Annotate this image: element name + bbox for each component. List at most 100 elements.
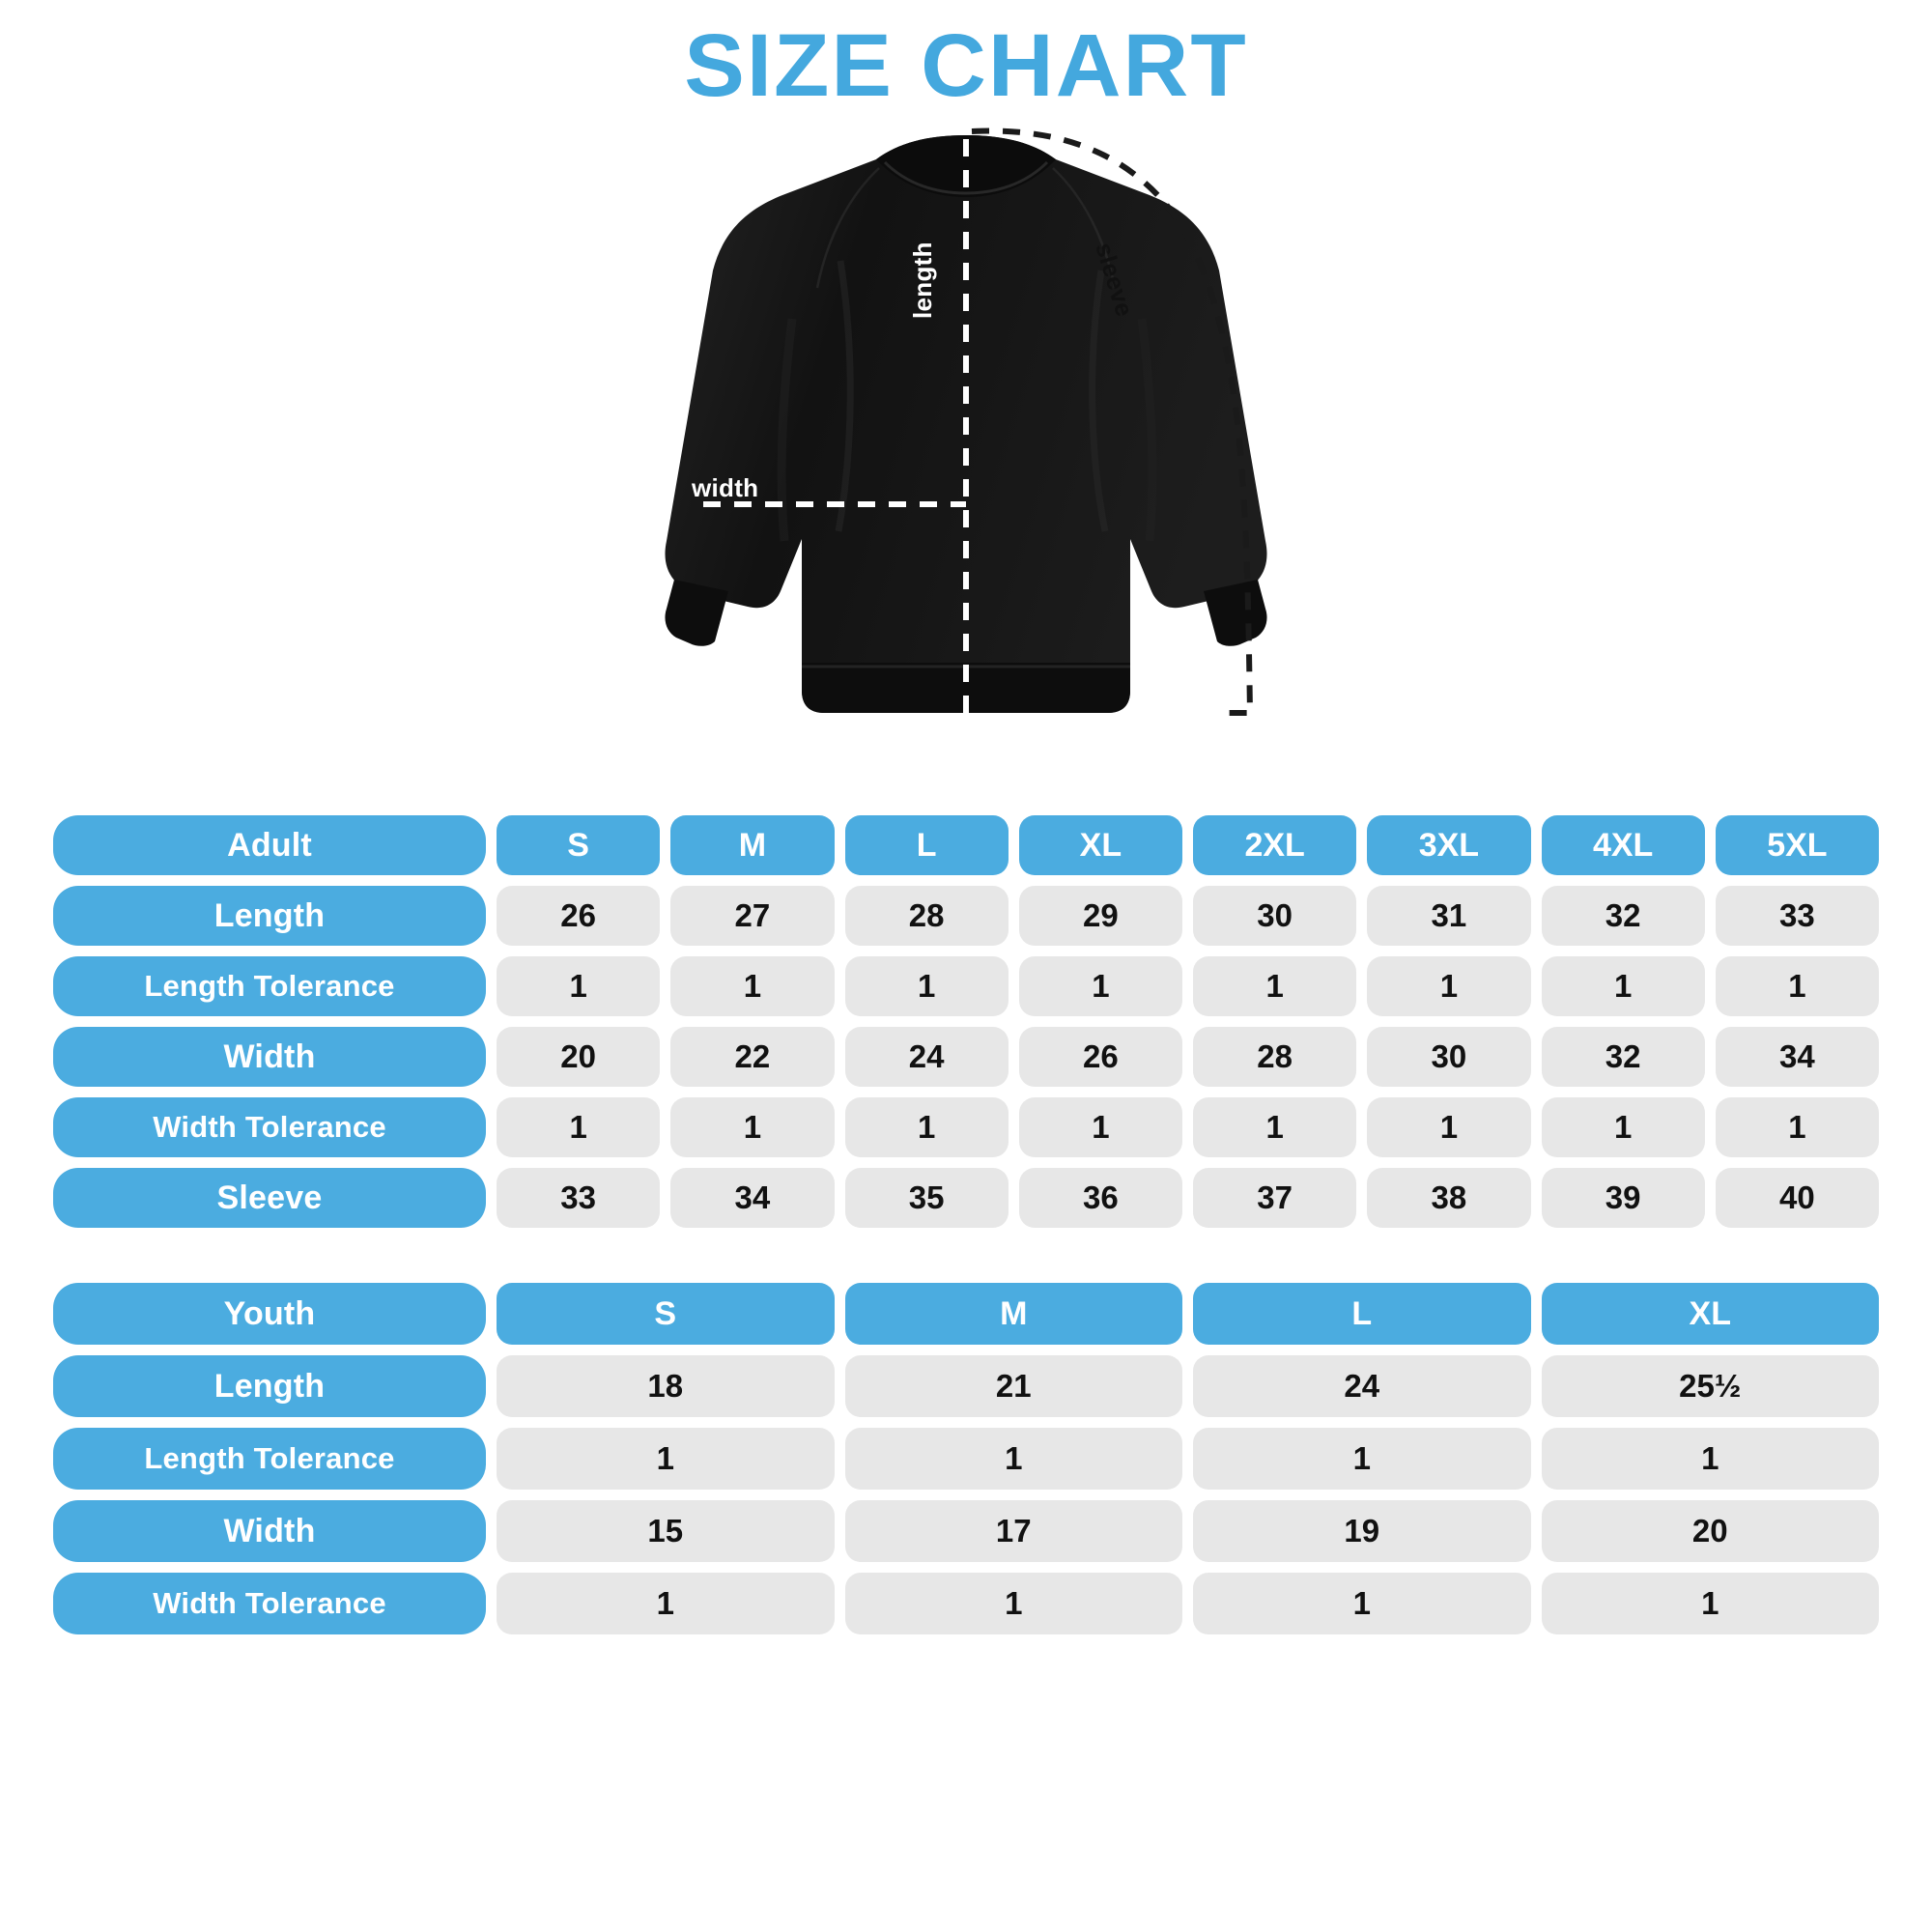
youth-size-xl[interactable]: XL	[1541, 1283, 1879, 1345]
table-cell: 1	[670, 1097, 835, 1157]
adult-table-label: Adult	[53, 815, 486, 875]
adult-width-values: 20 22 24 26 28 30 32 34	[497, 1027, 1879, 1087]
youth-length-tolerance-values: 1 1 1 1	[497, 1428, 1879, 1490]
table-cell: 1	[1193, 956, 1357, 1016]
adult-width-tolerance-values: 1 1 1 1 1 1 1 1	[497, 1097, 1879, 1157]
sweatshirt-illustration	[665, 128, 1267, 716]
adult-length-tolerance-label: Length Tolerance	[53, 956, 486, 1016]
youth-size-l[interactable]: L	[1193, 1283, 1531, 1345]
youth-width-tolerance-label: Width Tolerance	[53, 1573, 486, 1634]
adult-size-5xl[interactable]: 5XL	[1715, 815, 1879, 875]
table-cell: 1	[1193, 1573, 1531, 1634]
table-cell: 1	[1193, 1097, 1357, 1157]
youth-width-row: Width 15 17 19 20	[53, 1500, 1879, 1562]
youth-width-tolerance-values: 1 1 1 1	[497, 1573, 1879, 1634]
table-cell: 32	[1541, 886, 1705, 946]
table-cell: 1	[844, 1573, 1182, 1634]
table-cell: 34	[1715, 1027, 1879, 1087]
table-cell: 1	[497, 1097, 661, 1157]
adult-size-3xl[interactable]: 3XL	[1367, 815, 1531, 875]
table-cell: 1	[1193, 1428, 1531, 1490]
adult-width-row: Width 20 22 24 26 28 30 32 34	[53, 1027, 1879, 1087]
table-cell: 39	[1541, 1168, 1705, 1228]
table-cell: 34	[670, 1168, 835, 1228]
adult-width-tolerance-row: Width Tolerance 1 1 1 1 1 1 1 1	[53, 1097, 1879, 1157]
youth-size-s[interactable]: S	[497, 1283, 835, 1345]
width-measurement-label: width	[692, 473, 759, 502]
table-cell: 24	[844, 1027, 1009, 1087]
table-cell: 18	[497, 1355, 835, 1417]
adult-size-l[interactable]: L	[844, 815, 1009, 875]
adult-size-4xl[interactable]: 4XL	[1541, 815, 1705, 875]
adult-length-values: 26 27 28 29 30 31 32 33	[497, 886, 1879, 946]
adult-size-s[interactable]: S	[497, 815, 661, 875]
table-cell: 36	[1018, 1168, 1182, 1228]
table-cell: 38	[1367, 1168, 1531, 1228]
table-cell: 1	[1018, 1097, 1182, 1157]
adult-size-m[interactable]: M	[670, 815, 835, 875]
adult-sleeve-values: 33 34 35 36 37 38 39 40	[497, 1168, 1879, 1228]
adult-length-tolerance-row: Length Tolerance 1 1 1 1 1 1 1 1	[53, 956, 1879, 1016]
table-cell: 17	[844, 1500, 1182, 1562]
adult-length-tolerance-values: 1 1 1 1 1 1 1 1	[497, 956, 1879, 1016]
table-cell: 21	[844, 1355, 1182, 1417]
youth-length-tolerance-label: Length Tolerance	[53, 1428, 486, 1490]
table-cell: 31	[1367, 886, 1531, 946]
table-cell: 1	[1715, 956, 1879, 1016]
adult-size-2xl[interactable]: 2XL	[1193, 815, 1357, 875]
youth-length-values: 18 21 24 25½	[497, 1355, 1879, 1417]
youth-header-row: Youth S M L XL	[53, 1283, 1879, 1345]
table-cell: 1	[844, 956, 1009, 1016]
adult-header-row: Adult S M L XL 2XL 3XL 4XL 5XL	[53, 815, 1879, 875]
adult-size-table: Adult S M L XL 2XL 3XL 4XL 5XL Length 26…	[53, 815, 1879, 1228]
table-cell: 1	[1541, 956, 1705, 1016]
table-cell: 1	[844, 1097, 1009, 1157]
table-cell: 1	[844, 1428, 1182, 1490]
table-cell: 1	[1715, 1097, 1879, 1157]
adult-width-label: Width	[53, 1027, 486, 1087]
table-cell: 40	[1715, 1168, 1879, 1228]
table-cell: 20	[1541, 1500, 1879, 1562]
table-cell: 1	[1541, 1097, 1705, 1157]
adult-length-label: Length	[53, 886, 486, 946]
table-cell: 26	[497, 886, 661, 946]
table-cell: 30	[1193, 886, 1357, 946]
youth-length-tolerance-row: Length Tolerance 1 1 1 1	[53, 1428, 1879, 1490]
table-cell: 32	[1541, 1027, 1705, 1087]
youth-size-m[interactable]: M	[844, 1283, 1182, 1345]
table-cell: 28	[844, 886, 1009, 946]
youth-size-headers: S M L XL	[497, 1283, 1879, 1345]
table-cell: 37	[1193, 1168, 1357, 1228]
table-cell: 22	[670, 1027, 835, 1087]
length-measurement-label: length	[908, 242, 937, 319]
table-cell: 1	[497, 1428, 835, 1490]
adult-sleeve-label: Sleeve	[53, 1168, 486, 1228]
table-cell: 1	[1018, 956, 1182, 1016]
table-cell: 33	[1715, 886, 1879, 946]
adult-width-tolerance-label: Width Tolerance	[53, 1097, 486, 1157]
garment-diagram: width length sleeve	[53, 116, 1879, 811]
table-cell: 1	[497, 1573, 835, 1634]
table-cell: 1	[1367, 956, 1531, 1016]
youth-width-values: 15 17 19 20	[497, 1500, 1879, 1562]
table-cell: 1	[1541, 1573, 1879, 1634]
table-cell: 27	[670, 886, 835, 946]
table-cell: 33	[497, 1168, 661, 1228]
page-title: SIZE CHART	[684, 16, 1248, 115]
adult-size-xl[interactable]: XL	[1018, 815, 1182, 875]
table-cell: 28	[1193, 1027, 1357, 1087]
table-cell: 25½	[1541, 1355, 1879, 1417]
table-cell: 30	[1367, 1027, 1531, 1087]
table-cell: 15	[497, 1500, 835, 1562]
table-divider-space	[53, 1238, 1879, 1279]
youth-length-label: Length	[53, 1355, 486, 1417]
youth-width-label: Width	[53, 1500, 486, 1562]
table-cell: 29	[1018, 886, 1182, 946]
table-cell: 1	[497, 956, 661, 1016]
table-cell: 19	[1193, 1500, 1531, 1562]
adult-size-headers: S M L XL 2XL 3XL 4XL 5XL	[497, 815, 1879, 875]
table-cell: 26	[1018, 1027, 1182, 1087]
youth-length-row: Length 18 21 24 25½	[53, 1355, 1879, 1417]
youth-size-table: Youth S M L XL Length 18 21 24 25½ Lengt…	[53, 1283, 1879, 1634]
